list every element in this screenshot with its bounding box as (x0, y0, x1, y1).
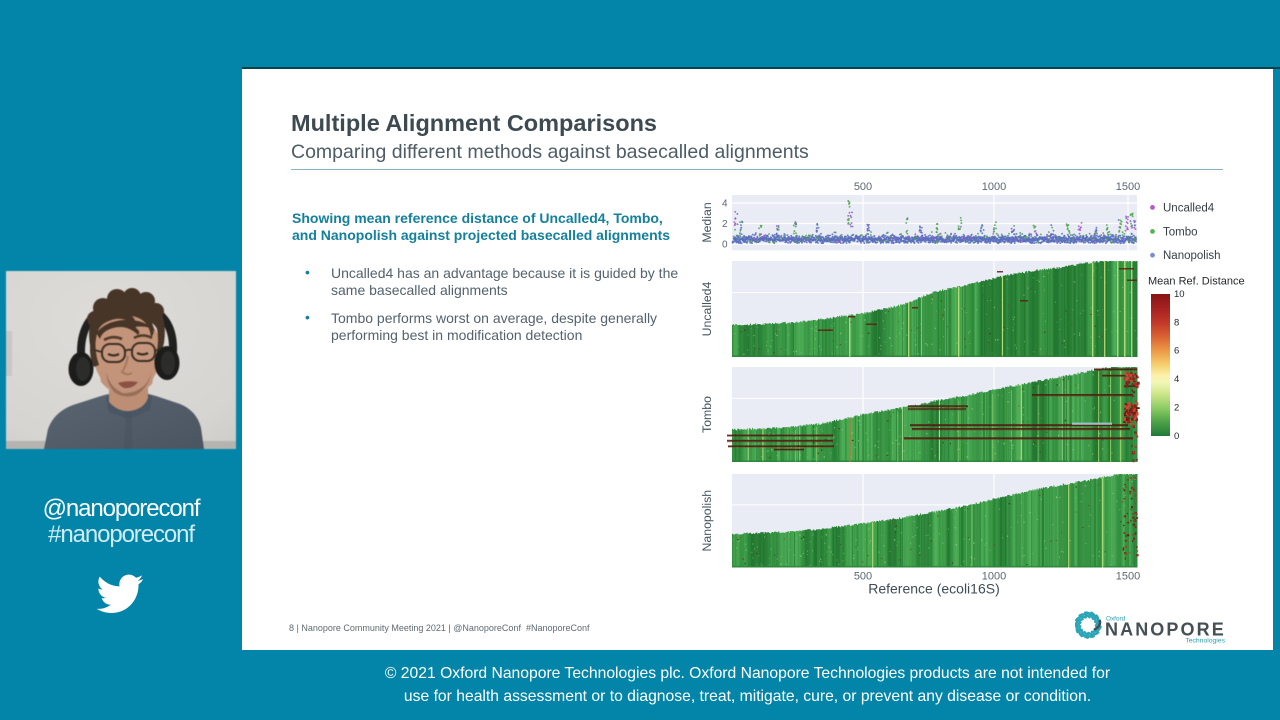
svg-text:Median: Median (700, 202, 714, 242)
svg-text:1500: 1500 (1116, 571, 1140, 583)
svg-text:Nanopolish: Nanopolish (700, 490, 714, 552)
svg-text:1500: 1500 (1116, 181, 1140, 193)
svg-text:Uncalled4: Uncalled4 (1163, 202, 1215, 214)
svg-text:2: 2 (722, 219, 728, 230)
svg-text:Oxford: Oxford (1106, 616, 1126, 623)
svg-text:Reference (ecoli16S): Reference (ecoli16S) (868, 581, 1000, 597)
svg-text:6: 6 (1174, 346, 1179, 357)
svg-text:Nanopolish: Nanopolish (1163, 250, 1221, 262)
svg-text:Technologies: Technologies (1185, 638, 1225, 645)
svg-text:Uncalled4: Uncalled4 (700, 282, 714, 337)
svg-text:Tombo: Tombo (1163, 226, 1198, 238)
svg-text:NANOPORE: NANOPORE (1105, 620, 1226, 640)
svg-text:4: 4 (1174, 374, 1179, 385)
svg-text:Mean Ref. Distance: Mean Ref. Distance (1148, 276, 1245, 288)
svg-text:2: 2 (1174, 402, 1179, 413)
svg-text:500: 500 (854, 181, 872, 193)
svg-text:8: 8 (1174, 317, 1179, 328)
svg-text:1000: 1000 (982, 181, 1006, 193)
svg-text:0: 0 (722, 240, 728, 251)
svg-text:1000: 1000 (982, 571, 1006, 583)
svg-text:4: 4 (722, 199, 728, 210)
svg-text:500: 500 (854, 571, 872, 583)
svg-text:10: 10 (1174, 289, 1185, 300)
svg-text:0: 0 (1174, 431, 1179, 442)
svg-text:Tombo: Tombo (700, 396, 714, 433)
